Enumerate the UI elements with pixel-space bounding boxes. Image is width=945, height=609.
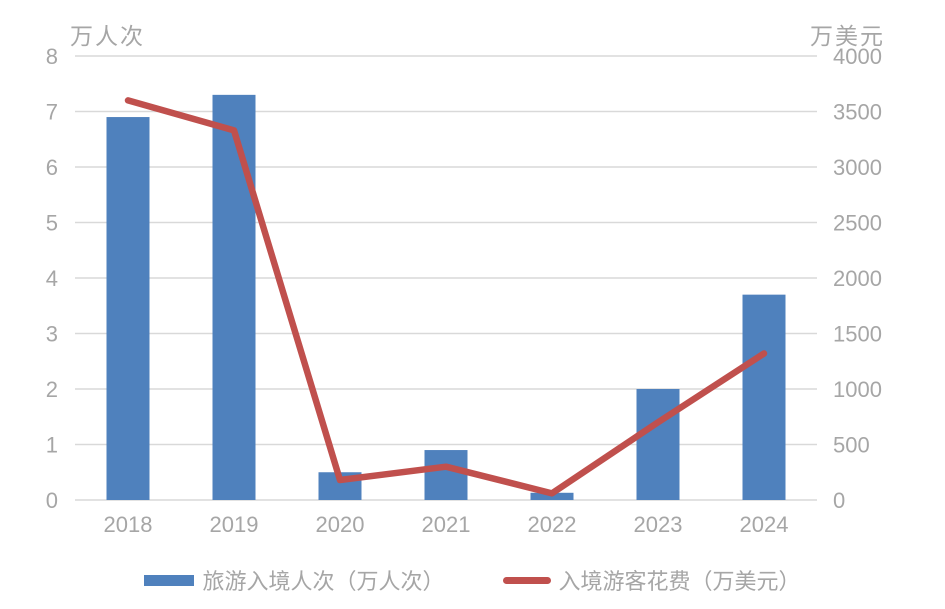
category-label: 2022	[528, 512, 577, 537]
bar	[212, 94, 256, 500]
left-axis-tick-label: 6	[46, 155, 58, 180]
line-series	[124, 97, 768, 497]
left-axis-title: 万人次	[70, 23, 145, 49]
left-axis-tick-label: 4	[46, 266, 58, 291]
legend-bar-label: 旅游入境人次（万人次）	[202, 569, 445, 594]
legend-item-bar-series: 旅游入境人次（万人次）	[144, 564, 445, 596]
line-series-swatch-icon	[502, 576, 551, 584]
left-axis-tick-label: 7	[46, 100, 58, 125]
category-label: 2018	[104, 512, 153, 537]
left-axis-tick-label: 2	[46, 377, 58, 402]
right-axis-tick-label: 0	[833, 488, 845, 513]
bar-series-swatch-icon	[144, 574, 195, 586]
category-label: 2024	[740, 512, 789, 537]
right-axis-tick-label: 1500	[833, 322, 882, 347]
right-axis-tick-label: 3000	[833, 155, 882, 180]
bar	[742, 294, 786, 500]
right-axis-tick-label: 3500	[833, 100, 882, 125]
left-axis-tick-label: 0	[46, 488, 58, 513]
bar	[106, 117, 150, 501]
right-axis-tick-label: 2500	[833, 211, 882, 236]
left-axis-tick-label: 5	[46, 211, 58, 236]
legend-line-label: 入境游客花费（万美元）	[558, 569, 801, 594]
right-axis-tick-label: 500	[833, 433, 870, 458]
category-label: 2020	[316, 512, 365, 537]
category-label: 2019	[210, 512, 259, 537]
chart-legend: 旅游入境人次（万人次） 入境游客花费（万美元）	[0, 564, 945, 596]
bar	[424, 450, 468, 500]
left-axis-tick-label: 1	[46, 433, 58, 458]
left-axis-tick-label: 8	[46, 44, 58, 69]
category-label: 2021	[422, 512, 471, 537]
right-axis-tick-label: 4000	[833, 44, 882, 69]
legend-item-line-series: 入境游客花费（万美元）	[502, 564, 801, 596]
right-axis-tick-label: 1000	[833, 377, 882, 402]
bar	[636, 389, 680, 500]
category-label: 2023	[634, 512, 683, 537]
left-axis-tick-label: 3	[46, 322, 58, 347]
right-axis-title: 万美元	[810, 23, 885, 49]
right-axis-tick-label: 2000	[833, 266, 882, 291]
